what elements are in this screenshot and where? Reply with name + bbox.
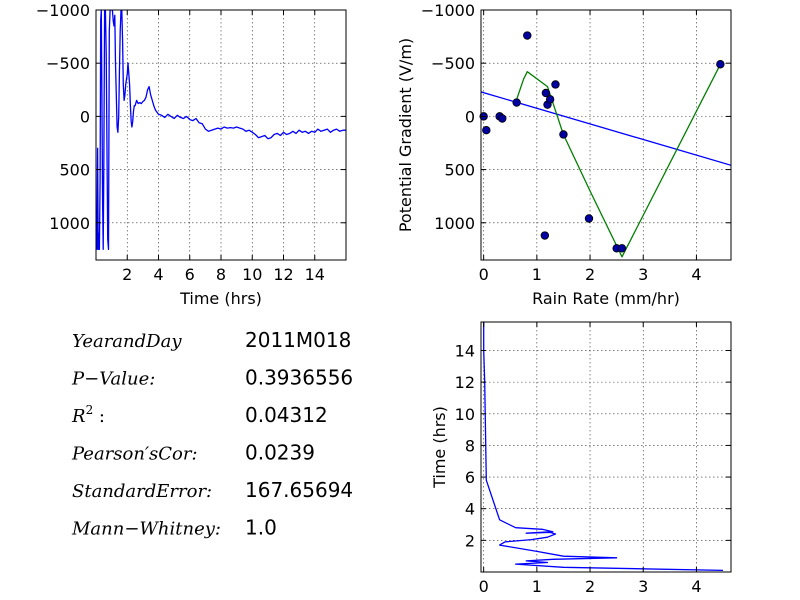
panel-scatter: 0 1 2 3 4 −1000 −500 0 500 1000 Rain Rate (mm/hr)… bbox=[396, 1, 732, 308]
y-tick-label: −500 bbox=[46, 54, 90, 73]
stat-row: Pearson′sCor: 0.0239 bbox=[71, 441, 315, 465]
y-tick-label: 8 bbox=[465, 436, 475, 455]
y-tick-label: −1000 bbox=[36, 1, 90, 20]
x-tick-label: 2 bbox=[122, 265, 132, 284]
x-tick-label: 10 bbox=[242, 265, 262, 284]
stat-value: 0.3936556 bbox=[245, 366, 353, 390]
stat-value: 0.04312 bbox=[245, 403, 328, 427]
scatter-point bbox=[559, 130, 568, 139]
regression-line bbox=[481, 91, 731, 166]
stat-row: YearandDay 2011M018 bbox=[72, 328, 351, 352]
scatter-point bbox=[512, 98, 521, 107]
stat-row: StandardError: 167.65694 bbox=[72, 478, 353, 502]
statistics-block: YearandDay 2011M018 P−Value: 0.3936556 R2 : 0… bbox=[71, 328, 353, 540]
x-tick-label: 4 bbox=[691, 577, 701, 596]
scatter-point bbox=[482, 126, 491, 135]
y-tick-label: 12 bbox=[455, 373, 475, 392]
scatter-point bbox=[540, 231, 550, 240]
y-tick-label: 6 bbox=[465, 468, 475, 487]
y-tick-label: 10 bbox=[455, 405, 475, 424]
scatter-point bbox=[716, 60, 725, 69]
stat-label: Mann−Whitney: bbox=[71, 519, 221, 540]
y-tick-label: 0 bbox=[80, 107, 90, 126]
stat-value: 0.0239 bbox=[245, 441, 315, 465]
y-tick-label: 500 bbox=[59, 161, 90, 180]
plot-frame bbox=[480, 321, 732, 573]
y-tick-label: 1000 bbox=[434, 214, 475, 233]
y-axis-label: Time (hrs) bbox=[430, 406, 449, 489]
x-tick-label: 3 bbox=[638, 577, 648, 596]
scatter-point bbox=[617, 244, 627, 253]
x-tick-label: 0 bbox=[479, 265, 489, 284]
x-tick-label: 12 bbox=[273, 265, 293, 284]
x-tick-label: 1 bbox=[532, 577, 542, 596]
x-tick-label: 2 bbox=[585, 265, 595, 284]
x-tick-label: 3 bbox=[638, 265, 648, 284]
y-tick-label: 0 bbox=[465, 107, 475, 126]
y-tick-label: −1000 bbox=[421, 1, 475, 20]
stat-value: 1.0 bbox=[245, 516, 277, 540]
y-tick-label: −500 bbox=[431, 54, 475, 73]
x-tick-label: 2 bbox=[585, 577, 595, 596]
scatter-point bbox=[584, 214, 594, 223]
x-axis-label: Time (hrs) bbox=[179, 289, 262, 308]
y-tick-label: 500 bbox=[444, 161, 475, 180]
scatter-point bbox=[541, 88, 551, 98]
y-tick-label: 14 bbox=[455, 341, 475, 360]
stat-label: YearandDay bbox=[72, 331, 182, 352]
stat-label: R2 : bbox=[71, 403, 105, 427]
scatter-point bbox=[545, 95, 555, 104]
scatter-point bbox=[551, 80, 560, 89]
x-axis-label: Rain Rate (mm/hr) bbox=[532, 289, 680, 308]
stat-label: StandardError: bbox=[72, 481, 212, 502]
stat-row: P−Value: 0.3936556 bbox=[71, 366, 353, 390]
stat-label: Pearson′sCor: bbox=[71, 444, 198, 465]
scatter-point bbox=[523, 31, 532, 40]
x-tick-label: 1 bbox=[532, 265, 542, 284]
y-tick-label: 2 bbox=[465, 531, 475, 550]
x-tick-label: 6 bbox=[185, 265, 195, 284]
panel-time-series: 2 4 6 8 10 12 14 −1000 −500 0 500 1000 Time (hrs) bbox=[36, 1, 347, 308]
x-tick-label: 0 bbox=[479, 577, 489, 596]
stat-row: Mann−Whitney: 1.0 bbox=[71, 516, 277, 540]
stat-row: R2 : 0.04312 bbox=[71, 403, 328, 427]
y-tick-label: 1000 bbox=[49, 214, 90, 233]
x-tick-label: 4 bbox=[153, 265, 163, 284]
x-tick-label: 14 bbox=[305, 265, 325, 284]
stat-label: P−Value: bbox=[71, 369, 155, 390]
plot-frame bbox=[480, 9, 732, 261]
series-line bbox=[96, 10, 346, 251]
stat-value: 2011M018 bbox=[245, 328, 351, 352]
series-line bbox=[483, 322, 724, 572]
x-tick-label: 4 bbox=[691, 265, 701, 284]
scatter-point bbox=[498, 114, 507, 123]
x-tick-label: 8 bbox=[216, 265, 226, 284]
y-axis-label: Potential Gradient (V/m) bbox=[396, 38, 415, 232]
stat-value: 167.65694 bbox=[245, 478, 353, 502]
y-tick-label: 4 bbox=[465, 500, 475, 519]
